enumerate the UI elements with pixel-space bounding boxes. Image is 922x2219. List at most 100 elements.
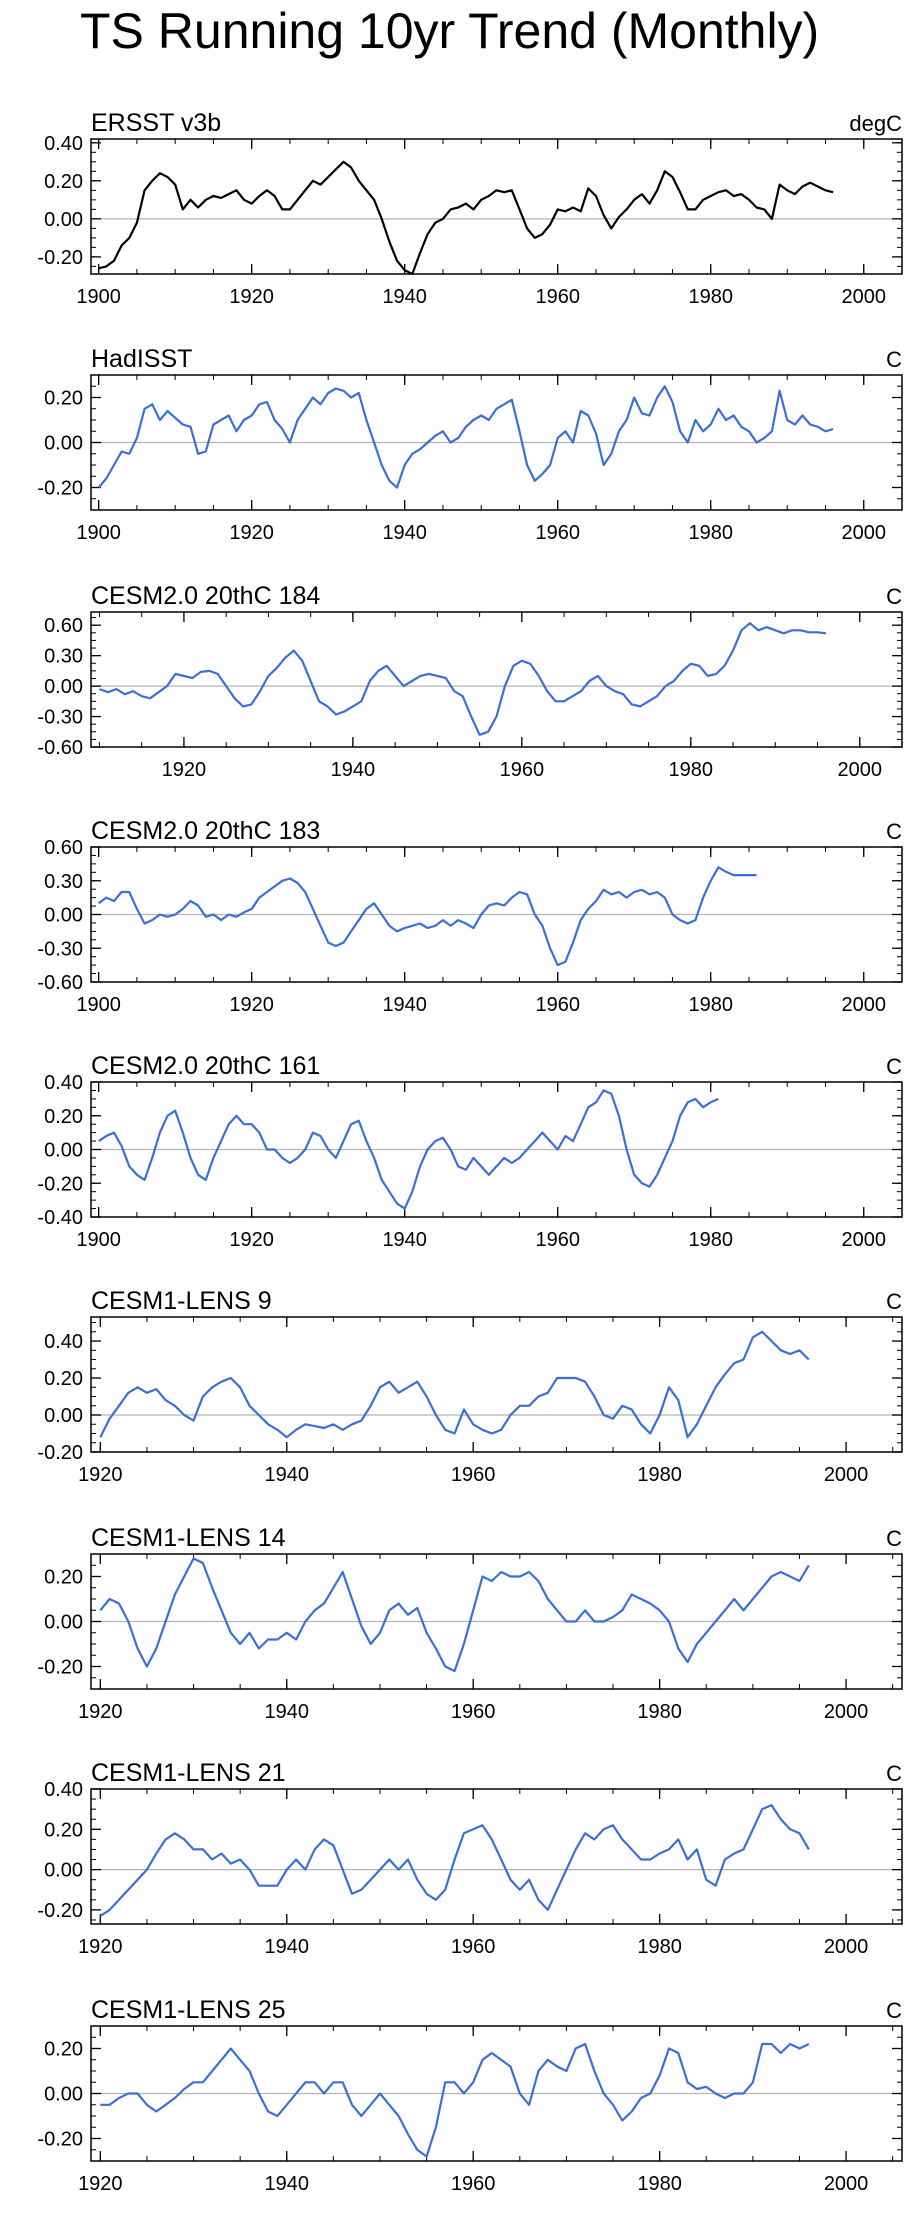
x-tick-label: 1960	[535, 522, 580, 544]
x-tick-label: 2000	[824, 1701, 869, 1723]
y-tick-label: 0.40	[44, 133, 83, 155]
y-tick-label: 0.30	[44, 871, 83, 893]
x-tick-label: 1900	[76, 522, 121, 544]
plot-frame	[90, 2025, 903, 2162]
y-tick-label: 0.40	[44, 1331, 83, 1353]
y-tick-label: 0.30	[44, 646, 83, 668]
x-tick-label: 2000	[824, 1464, 869, 1486]
x-tick-label: 1940	[265, 1701, 310, 1723]
panel-3: CESM2.0 20thC 184 C 1920 1940 1960 1980 2000 -0…	[37, 582, 903, 781]
panel-6: CESM1-LENS 9 C 1920 1940 1960 1980 2000 -0.20 0.…	[37, 1287, 903, 1486]
y-tick-label: 0.20	[44, 1819, 83, 1841]
plot-frame	[90, 611, 903, 748]
x-tick-label: 1980	[637, 1936, 682, 1958]
x-tick-label: 2000	[841, 522, 886, 544]
series-line	[99, 622, 827, 736]
x-tick-label: 1920	[78, 1464, 123, 1486]
x-tick-label: 1920	[229, 994, 274, 1016]
page-title: TS Running 10yr Trend (Monthly)	[80, 3, 820, 59]
plot-frame	[90, 1553, 903, 1690]
y-tick-label: 0.00	[44, 905, 83, 927]
x-tick-label: 1980	[688, 522, 733, 544]
plot-frame	[90, 1316, 903, 1453]
panel-title: CESM1-LENS 14	[91, 1524, 286, 1552]
panel-4: CESM2.0 20thC 183 C 1900 1920 1940 1960 1980 20…	[37, 817, 903, 1016]
y-tick-label: 0.20	[44, 1368, 83, 1390]
series-line	[97, 385, 834, 489]
panel-9: CESM1-LENS 25 C 1920 1940 1960 1980 2000 -0.20 0…	[37, 1996, 903, 2195]
x-tick-label: 1920	[78, 1936, 123, 1958]
panel-units: C	[886, 1526, 902, 1551]
panel-1: ERSST v3b degC 1900 1920 1940 1960 1980 2000 -0.…	[37, 109, 903, 308]
y-tick-label: 0.00	[44, 433, 83, 455]
x-tick-label: 1980	[688, 286, 733, 308]
y-tick-label: -0.20	[37, 2129, 83, 2151]
series-line	[98, 1089, 719, 1210]
panel-title: CESM1-LENS 25	[91, 1996, 286, 2024]
panel-units: C	[886, 819, 902, 844]
x-tick-label: 1940	[265, 2173, 310, 2195]
panel-title: CESM1-LENS 9	[91, 1287, 272, 1315]
x-tick-label: 1900	[76, 994, 121, 1016]
panel-5: CESM2.0 20thC 161 C 1900 1920 1940 1960 1980 20…	[37, 1052, 903, 1251]
x-tick-label: 2000	[841, 994, 886, 1016]
y-tick-label: -0.30	[37, 707, 83, 729]
x-tick-label: 1940	[382, 286, 427, 308]
panel-title: CESM2.0 20thC 183	[91, 817, 320, 845]
x-tick-label: 1980	[637, 1464, 682, 1486]
x-tick-label: 1980	[637, 2173, 682, 2195]
panel-units: C	[886, 1054, 902, 1079]
x-tick-label: 2000	[841, 1229, 886, 1251]
x-tick-label: 2000	[838, 759, 883, 781]
y-tick-label: 0.20	[44, 388, 83, 410]
plot-frame	[90, 374, 903, 511]
x-tick-label: 1900	[76, 286, 121, 308]
panel-title: CESM2.0 20thC 161	[91, 1052, 320, 1080]
plot-frame	[90, 1788, 903, 1925]
y-tick-label: 0.00	[44, 1140, 83, 1162]
series-line	[99, 1804, 810, 1917]
series-line	[99, 1557, 810, 1673]
y-tick-label: 0.40	[44, 1779, 83, 1801]
x-tick-label: 1960	[535, 1229, 580, 1251]
x-tick-label: 2000	[824, 1936, 869, 1958]
panel-units: C	[886, 1289, 902, 1314]
x-tick-label: 1940	[331, 759, 376, 781]
x-tick-label: 1940	[382, 522, 427, 544]
x-tick-label: 1960	[535, 994, 580, 1016]
y-tick-label: 0.20	[44, 1106, 83, 1128]
x-tick-label: 1960	[451, 1936, 496, 1958]
x-tick-label: 1960	[535, 286, 580, 308]
series-line	[100, 2042, 810, 2158]
y-tick-label: 0.00	[44, 676, 83, 698]
x-tick-label: 1960	[500, 759, 545, 781]
panel-title: CESM1-LENS 21	[91, 1759, 286, 1787]
x-tick-label: 1940	[382, 1229, 427, 1251]
y-tick-label: 0.00	[44, 1860, 83, 1882]
x-tick-label: 1980	[637, 1701, 682, 1723]
panel-units: degC	[849, 111, 902, 136]
y-tick-label: -0.20	[37, 1900, 83, 1922]
y-tick-label: 0.20	[44, 2039, 83, 2061]
x-tick-label: 1920	[78, 1701, 123, 1723]
panel-7: CESM1-LENS 14 C 1920 1940 1960 1980 2000 -0.20 0…	[37, 1524, 903, 1723]
y-tick-label: 0.20	[44, 1567, 83, 1589]
y-tick-label: -0.20	[37, 1173, 83, 1195]
panel-units: C	[886, 584, 902, 609]
plot-frame	[90, 138, 903, 275]
y-tick-label: -0.20	[37, 247, 83, 269]
x-tick-label: 1920	[229, 522, 274, 544]
y-tick-label: 0.40	[44, 1072, 83, 1094]
y-tick-label: 0.00	[44, 1405, 83, 1427]
y-tick-label: -0.60	[37, 737, 83, 759]
y-tick-label: -0.20	[37, 1442, 83, 1464]
y-tick-label: -0.20	[37, 1657, 83, 1679]
y-tick-label: 0.60	[44, 615, 83, 637]
panel-title: CESM2.0 20thC 184	[91, 582, 320, 610]
panel-title: ERSST v3b	[91, 109, 221, 137]
y-tick-label: 0.00	[44, 209, 83, 231]
y-tick-label: -0.40	[37, 1207, 83, 1229]
x-tick-label: 2000	[824, 2173, 869, 2195]
panel-8: CESM1-LENS 21 C 1920 1940 1960 1980 2000 -0.20 0…	[37, 1759, 903, 1958]
